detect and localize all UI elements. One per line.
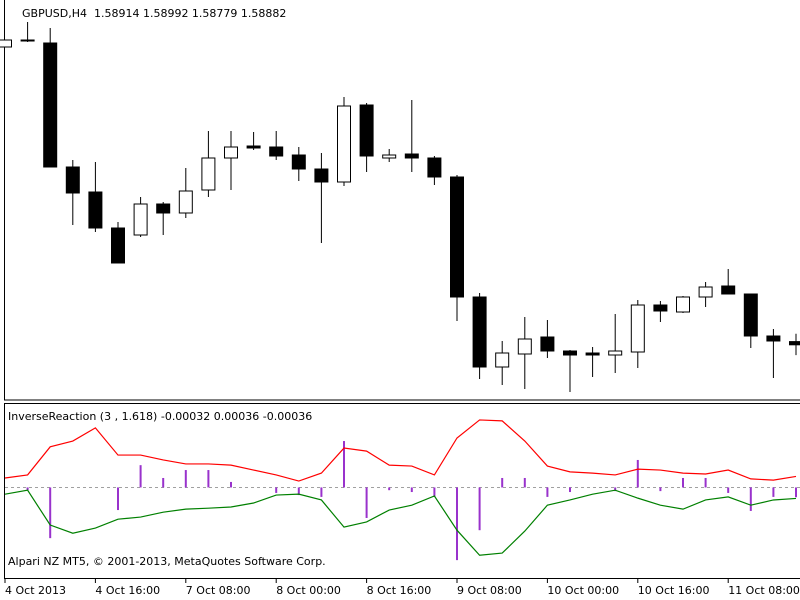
candle-body [698, 286, 713, 298]
histogram-bar [501, 477, 504, 488]
histogram-bar [456, 487, 458, 561]
price-pane-frame [4, 0, 800, 401]
candle-body [517, 338, 532, 355]
histogram-bar [410, 487, 413, 493]
price-title: GBPUSD,H4 1.58914 1.58992 1.58779 1.5888… [22, 7, 286, 20]
candle-body [337, 105, 351, 183]
candle-body [450, 176, 464, 298]
histogram-bar [320, 487, 323, 497]
histogram-bar [659, 487, 662, 492]
histogram-bar [569, 487, 571, 493]
x-tick-label: 7 Oct 08:00 [186, 584, 251, 597]
x-tick-label: 4 Oct 16:00 [95, 584, 160, 597]
histogram-bar [704, 477, 707, 488]
histogram-bar [365, 487, 368, 518]
histogram-bar [636, 459, 639, 488]
histogram-bar [297, 487, 300, 496]
candle-body [495, 352, 510, 368]
candle-body [88, 191, 103, 229]
x-tick-label: 8 Oct 16:00 [367, 584, 432, 597]
histogram-bar [162, 477, 165, 488]
candle-body [65, 166, 80, 194]
histogram-bar [433, 487, 436, 497]
candle-body [133, 203, 148, 236]
histogram-bar [275, 487, 278, 493]
indicator-pane-frame [4, 403, 800, 579]
x-tick-label: 4 Oct 2013 [5, 584, 66, 597]
candle-body [20, 39, 35, 42]
histogram-bar [795, 487, 797, 498]
candle-body [201, 157, 216, 191]
candle-body [676, 296, 690, 313]
histogram-bar [117, 487, 119, 511]
histogram-bar [478, 487, 481, 531]
candle-body [563, 350, 577, 356]
histogram-bar [727, 487, 730, 493]
histogram-bar [682, 477, 684, 488]
indicator-title: InverseReaction (3 , 1.618) -0.00032 0.0… [8, 410, 312, 423]
candle-body [224, 146, 238, 159]
x-tick-label: 10 Oct 16:00 [638, 584, 710, 597]
histogram-bar [343, 441, 345, 488]
histogram-bar [139, 465, 142, 488]
x-tick-label: 10 Oct 00:00 [547, 584, 619, 597]
histogram-bar [184, 470, 187, 488]
candle-body [404, 153, 419, 159]
candle-body [314, 168, 329, 183]
histogram-bar [772, 487, 775, 497]
histogram-bar [230, 481, 232, 488]
candle-body [743, 293, 758, 337]
histogram-bar [207, 470, 210, 488]
histogram-bar [546, 487, 549, 497]
candle-body [43, 42, 58, 168]
candle-body [653, 304, 668, 312]
candle-body [427, 157, 442, 178]
copyright: Alpari NZ MT5, © 2001-2013, MetaQuotes S… [8, 555, 326, 568]
candle-body [246, 145, 261, 149]
candle-body [111, 227, 125, 264]
candle-body [630, 304, 645, 353]
candle-body [608, 350, 623, 356]
x-tick-label: 9 Oct 08:00 [457, 584, 522, 597]
candle-body [0, 39, 12, 48]
indicator-line [4, 489, 797, 556]
candle-body [156, 203, 171, 214]
candle-body [540, 336, 555, 352]
x-tick-label: 11 Oct 08:00 [728, 584, 800, 597]
candle-body [766, 335, 781, 342]
candle-body [291, 154, 306, 170]
candle-body [721, 285, 736, 295]
candle-body [585, 352, 600, 356]
histogram-bar [49, 487, 52, 539]
candle-body [359, 104, 374, 157]
candle-body [269, 146, 284, 157]
candle-body [178, 190, 193, 214]
histogram-bar [614, 487, 617, 492]
histogram-bar [523, 477, 526, 488]
candle-body [789, 341, 800, 346]
histogram-bar [26, 487, 29, 491]
indicator-line [4, 419, 797, 482]
histogram-bar [749, 487, 752, 511]
candle-body [382, 154, 397, 159]
x-tick-label: 8 Oct 00:00 [276, 584, 341, 597]
histogram-bar [388, 487, 391, 491]
candle-body [472, 296, 487, 368]
